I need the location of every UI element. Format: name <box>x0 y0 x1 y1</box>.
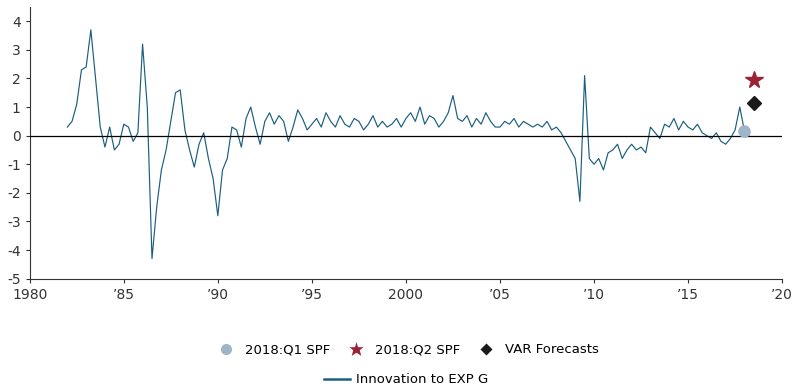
Legend: Innovation to EXP G: Innovation to EXP G <box>318 368 493 387</box>
